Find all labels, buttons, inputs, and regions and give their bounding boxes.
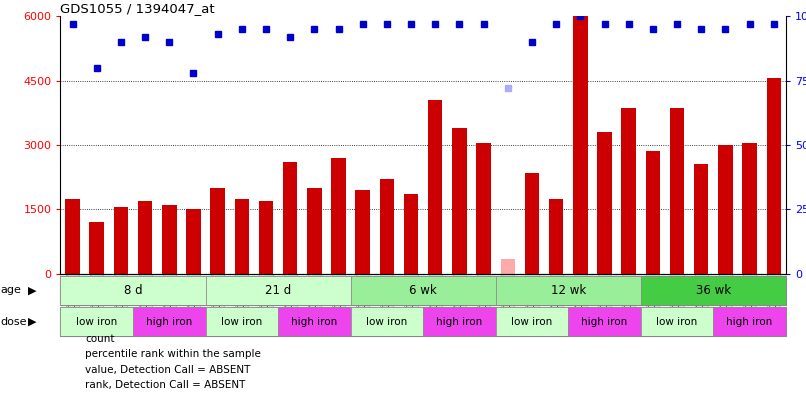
Bar (283, 162, 297, 274)
Bar (186, 209, 201, 274)
Bar (351, 276, 496, 305)
Bar (646, 151, 660, 274)
Bar (89, 222, 104, 274)
Bar (501, 259, 515, 274)
Bar (767, 79, 781, 274)
Text: age: age (1, 286, 22, 295)
Bar (278, 307, 351, 336)
Bar (641, 307, 713, 336)
Bar (162, 205, 177, 274)
Bar (331, 158, 346, 274)
Text: 6 wk: 6 wk (409, 284, 437, 297)
Bar (133, 307, 206, 336)
Bar (423, 307, 496, 336)
Bar (307, 188, 322, 274)
Bar (742, 143, 757, 274)
Bar (573, 16, 588, 274)
Bar (713, 307, 786, 336)
Bar (496, 276, 641, 305)
Bar (597, 132, 612, 274)
Bar (355, 190, 370, 274)
Bar (568, 307, 641, 336)
Bar (259, 201, 273, 274)
Text: low iron: low iron (76, 317, 118, 326)
Text: dose: dose (1, 317, 27, 326)
Text: low iron: low iron (221, 317, 263, 326)
Text: 8 d: 8 d (123, 284, 143, 297)
Bar (549, 198, 563, 274)
Bar (476, 143, 491, 274)
Bar (496, 307, 568, 336)
Bar (380, 179, 394, 274)
Text: GDS1055 / 1394047_at: GDS1055 / 1394047_at (60, 2, 215, 15)
Bar (210, 188, 225, 274)
Text: high iron: high iron (726, 317, 773, 326)
Text: 36 wk: 36 wk (696, 284, 731, 297)
Text: high iron: high iron (291, 317, 338, 326)
Bar (641, 276, 786, 305)
Bar (404, 194, 418, 274)
Bar (428, 100, 442, 274)
Bar (351, 307, 423, 336)
Bar (718, 145, 733, 274)
Text: high iron: high iron (436, 317, 483, 326)
Bar (694, 164, 708, 274)
Text: low iron: low iron (656, 317, 698, 326)
Bar (114, 207, 128, 274)
Text: count: count (85, 334, 115, 344)
Text: percentile rank within the sample: percentile rank within the sample (85, 350, 261, 359)
Bar (60, 307, 133, 336)
Text: high iron: high iron (146, 317, 193, 326)
Bar (621, 109, 636, 274)
Bar (138, 201, 152, 274)
Bar (65, 198, 80, 274)
Text: 21 d: 21 d (265, 284, 291, 297)
Text: high iron: high iron (581, 317, 628, 326)
Bar (206, 307, 278, 336)
Bar (206, 276, 351, 305)
Bar (525, 173, 539, 274)
Bar (235, 198, 249, 274)
Text: 12 wk: 12 wk (550, 284, 586, 297)
Text: rank, Detection Call = ABSENT: rank, Detection Call = ABSENT (85, 380, 246, 390)
Text: ▶: ▶ (28, 317, 37, 326)
Bar (670, 109, 684, 274)
Bar (60, 276, 206, 305)
Text: ▶: ▶ (28, 286, 37, 295)
Text: low iron: low iron (366, 317, 408, 326)
Bar (452, 128, 467, 274)
Text: value, Detection Call = ABSENT: value, Detection Call = ABSENT (85, 365, 251, 375)
Text: low iron: low iron (511, 317, 553, 326)
